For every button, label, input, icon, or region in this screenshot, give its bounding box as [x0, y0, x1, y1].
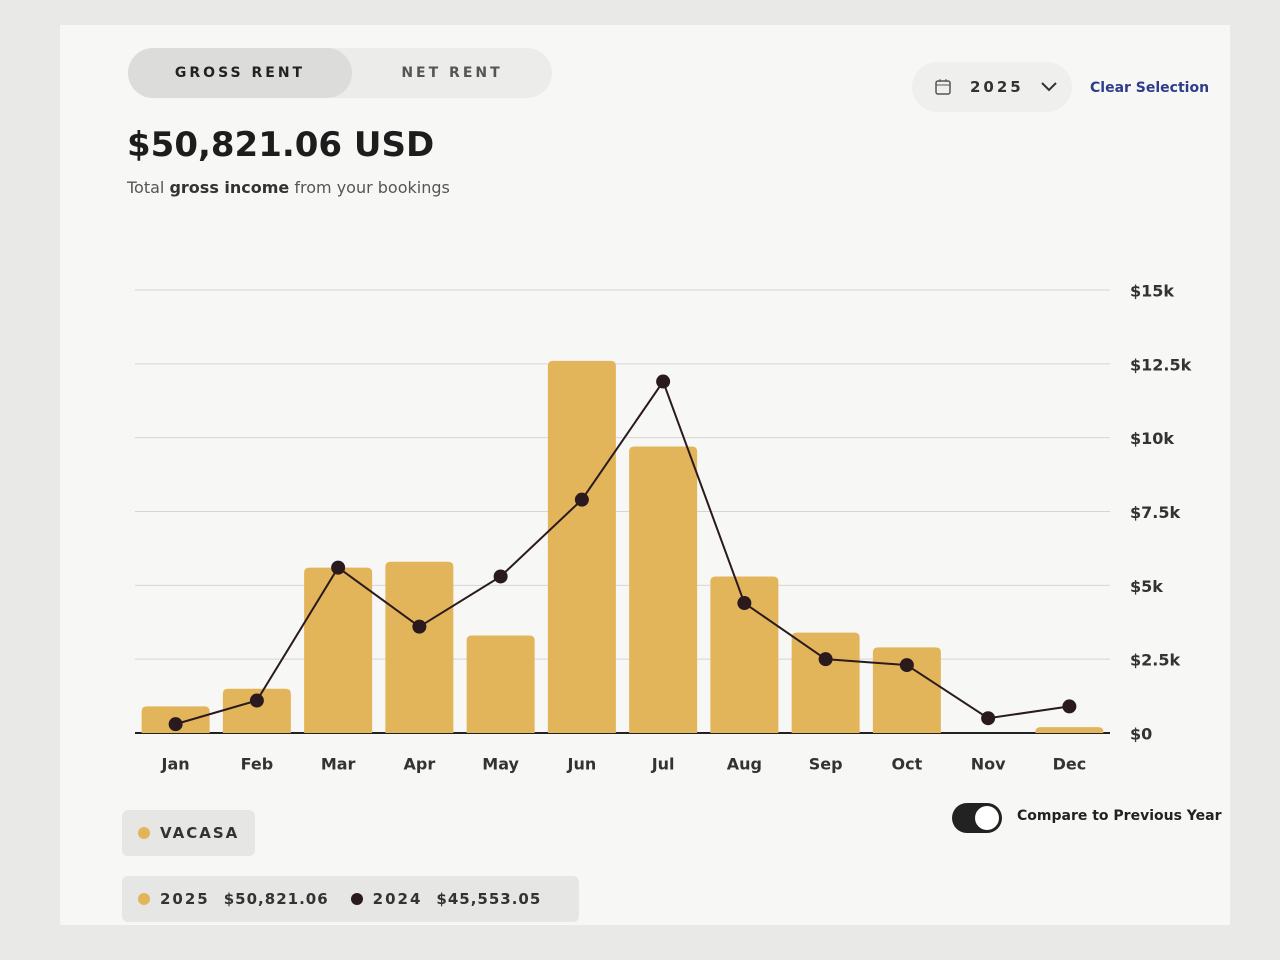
- legend-dot: [138, 827, 150, 839]
- line-point: [656, 374, 671, 389]
- legend-entry: 2025 $50,821.06: [138, 890, 329, 908]
- toggle-knob: [975, 806, 999, 830]
- x-tick-label: Aug: [727, 755, 762, 774]
- legend-name: 2025: [160, 890, 210, 908]
- line-point: [981, 711, 996, 726]
- x-tick-label: Nov: [971, 755, 1006, 774]
- toggle[interactable]: [952, 803, 1002, 833]
- line-point: [493, 569, 508, 584]
- legend: 2025 $50,821.06 2024 $45,553.05: [122, 876, 580, 922]
- bar: [304, 567, 373, 733]
- tab[interactable]: NET RENT: [401, 65, 503, 81]
- legend-group-label: VACASA: [160, 824, 240, 842]
- line-point: [168, 717, 183, 732]
- y-tick-label: $12.5k: [1130, 355, 1192, 374]
- x-tick-label: Jun: [567, 755, 597, 774]
- total-amount: $50,821.06 USD: [127, 125, 435, 165]
- legend-entry: 2024 $45,553.05: [350, 890, 542, 908]
- line-point: [412, 619, 427, 634]
- toggle-label: Compare to Previous Year: [1017, 808, 1222, 824]
- line-point: [899, 658, 914, 673]
- x-tick-label: Jan: [161, 755, 190, 774]
- y-tick-label: $5k: [1130, 577, 1163, 596]
- x-tick-label: Oct: [892, 755, 923, 774]
- rent-tabs: GROSS RENT NET RENT: [128, 48, 552, 98]
- subtitle-part: from your bookings: [289, 178, 450, 197]
- year: 2025: [970, 78, 1024, 96]
- bar: [385, 561, 454, 733]
- y-tick-label: $10k: [1130, 429, 1174, 448]
- bar: [1035, 727, 1104, 733]
- x-tick-label: Apr: [404, 755, 436, 774]
- subtitle-part: Total: [127, 178, 170, 197]
- clear-selection[interactable]: Clear Selection: [1090, 80, 1210, 96]
- y-tick-label: $7.5k: [1130, 503, 1180, 522]
- x-tick-label: Dec: [1053, 755, 1087, 774]
- line: [175, 379, 1070, 726]
- subtitle: Total gross income from your bookings: [127, 178, 450, 197]
- bar: [466, 635, 535, 733]
- x-tick-label: May: [482, 755, 519, 774]
- legend-total: $50,821.06: [223, 890, 329, 908]
- x-tick-label: Feb: [241, 755, 274, 774]
- line-point: [249, 693, 264, 708]
- x-tick-label: Jul: [651, 755, 675, 774]
- tab[interactable]: GROSS RENT: [128, 48, 352, 98]
- legend-name: 2024: [372, 890, 423, 908]
- subtitle-bold: gross income: [169, 178, 290, 197]
- chart: $0 $2.5k $5k $7.5k $10k $12.5k $15k Jan Feb Mar Ap…: [135, 282, 1192, 774]
- x-tick-label: Sep: [809, 755, 843, 774]
- y-tick-label: $2.5k: [1130, 651, 1180, 670]
- line-point: [737, 596, 752, 611]
- bar: [547, 360, 616, 733]
- x-tick-label: Mar: [321, 755, 356, 774]
- line-point: [1062, 699, 1077, 714]
- calendar-icon: [935, 79, 951, 95]
- y-tick-label: $15k: [1130, 282, 1174, 301]
- bar: [791, 632, 860, 733]
- legend-dot: [138, 893, 150, 905]
- bar: [629, 446, 698, 733]
- legend-dot: [350, 893, 363, 905]
- legend-group: VACASA: [122, 810, 256, 856]
- bar: [222, 688, 291, 733]
- bar: [872, 647, 941, 733]
- y-tick-label: $0: [1130, 725, 1152, 744]
- line-point: [574, 492, 589, 507]
- year-dropdown[interactable]: 2025: [912, 62, 1072, 112]
- line-point: [331, 560, 346, 575]
- legend-total: $45,553.05: [436, 890, 542, 908]
- chevron: [1041, 82, 1057, 92]
- line-point: [818, 652, 833, 667]
